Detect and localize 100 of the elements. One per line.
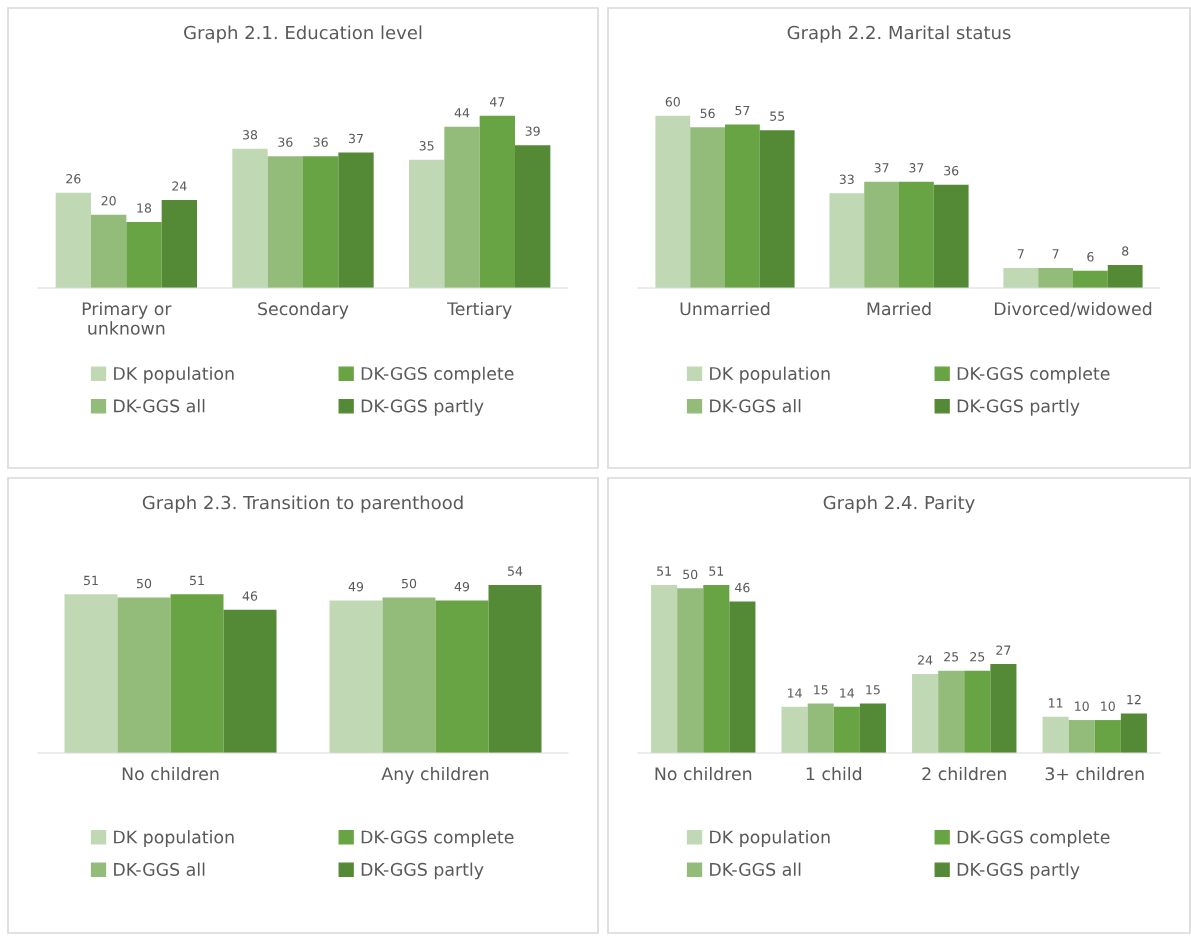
bar (933, 184, 969, 288)
x-tick-label: No children (655, 766, 752, 781)
data-label: 6 (1087, 252, 1094, 262)
data-label: 27 (996, 645, 1011, 655)
bar (515, 145, 551, 288)
x-tick-label: 1 child (806, 766, 862, 781)
chart-title: Graph 2.4. Parity (823, 495, 975, 513)
data-label: 50 (137, 578, 152, 589)
bar (912, 673, 939, 753)
data-label: 15 (814, 685, 828, 695)
bar (729, 601, 756, 753)
data-label: 10 (1101, 701, 1115, 711)
bar (759, 130, 795, 288)
legend-label: DK-GGS all (710, 399, 801, 413)
bar (382, 597, 436, 753)
legend-label: DK-GGS complete (361, 830, 514, 847)
data-label: 15 (866, 685, 880, 695)
bar (444, 126, 480, 288)
chart-title: Graph 2.1. Education level (184, 25, 422, 43)
data-label: 37 (874, 163, 889, 173)
data-label: 49 (348, 581, 364, 592)
bar (232, 148, 268, 288)
legend-label: DK-GGS complete (361, 366, 514, 384)
legend-label: DK-GGS partly (957, 399, 1080, 416)
legend-label: DK population (710, 830, 830, 847)
bar (781, 706, 808, 753)
x-tick-label: Tertiary (447, 301, 512, 319)
data-label: 20 (101, 195, 116, 206)
data-label: 56 (700, 108, 715, 119)
x-tick-label: Secondary (258, 301, 349, 319)
data-label: 50 (683, 569, 698, 580)
bar (1107, 265, 1143, 288)
data-label: 51 (84, 575, 98, 586)
data-label: 57 (735, 105, 750, 116)
bar (829, 193, 865, 288)
data-label: 39 (525, 126, 540, 136)
legend-label: DK population (114, 830, 234, 847)
data-label: 14 (840, 688, 855, 698)
bar (488, 584, 542, 753)
data-label: 18 (137, 203, 152, 213)
x-tick-label: Primary or unknown (82, 301, 172, 335)
legend-label: DK-GGS all (114, 399, 205, 413)
bar (1120, 713, 1147, 753)
legend-label: DK-GGS complete (957, 830, 1110, 847)
data-label: 33 (839, 174, 854, 185)
bar (1042, 716, 1069, 753)
data-label: 44 (454, 108, 470, 118)
data-label: 24 (918, 655, 933, 665)
x-tick-label: Unmarried (680, 301, 770, 316)
data-label: 11 (1049, 698, 1063, 708)
bar (435, 600, 489, 753)
x-tick-label: Any children (381, 766, 489, 784)
bar (1003, 267, 1039, 288)
data-label: 49 (454, 581, 470, 592)
bar (833, 706, 860, 753)
x-tick-label: No children (122, 766, 219, 781)
data-label: 36 (944, 165, 959, 176)
bar (55, 192, 91, 288)
data-label: 51 (709, 566, 724, 576)
bar (170, 594, 224, 753)
bar (677, 588, 704, 753)
legend-label: DK-GGS complete (957, 366, 1110, 384)
x-tick-label: 2 children (922, 766, 1006, 781)
data-label: 26 (66, 174, 81, 184)
bar (223, 609, 277, 753)
chart-title: Graph 2.3. Transition to parenthood (142, 495, 463, 513)
bar (690, 127, 725, 288)
bar (651, 584, 678, 753)
data-label: 38 (243, 130, 258, 140)
data-label: 60 (665, 97, 680, 107)
legend-label: DK-GGS all (114, 862, 205, 876)
bar (409, 159, 445, 288)
data-label: 51 (657, 566, 671, 576)
data-label: 37 (909, 163, 924, 173)
bar (938, 670, 965, 753)
legend-label: DK-GGS all (710, 862, 801, 876)
legend-label: DK-GGS partly (361, 399, 484, 416)
x-tick-label: Divorced/widowed (994, 301, 1152, 317)
bar (864, 181, 899, 288)
bar (1038, 267, 1073, 288)
bar (990, 664, 1017, 753)
bar (126, 222, 162, 288)
data-label: 46 (242, 591, 258, 601)
data-label: 24 (172, 181, 187, 191)
data-label: 54 (508, 566, 523, 576)
bar (117, 597, 171, 753)
bar (1073, 270, 1108, 288)
bar (899, 181, 934, 288)
data-label: 14 (788, 688, 802, 698)
legend-label: DK population (710, 366, 830, 384)
data-label: 7 (1052, 249, 1059, 259)
bar (303, 156, 339, 288)
bar (655, 115, 691, 288)
data-label: 46 (735, 582, 750, 593)
bar (703, 584, 730, 753)
data-label: 36 (313, 137, 328, 147)
data-label: 36 (278, 137, 293, 147)
legend-label: DK population (114, 366, 234, 384)
bar (725, 124, 760, 288)
data-label: 35 (419, 141, 434, 151)
